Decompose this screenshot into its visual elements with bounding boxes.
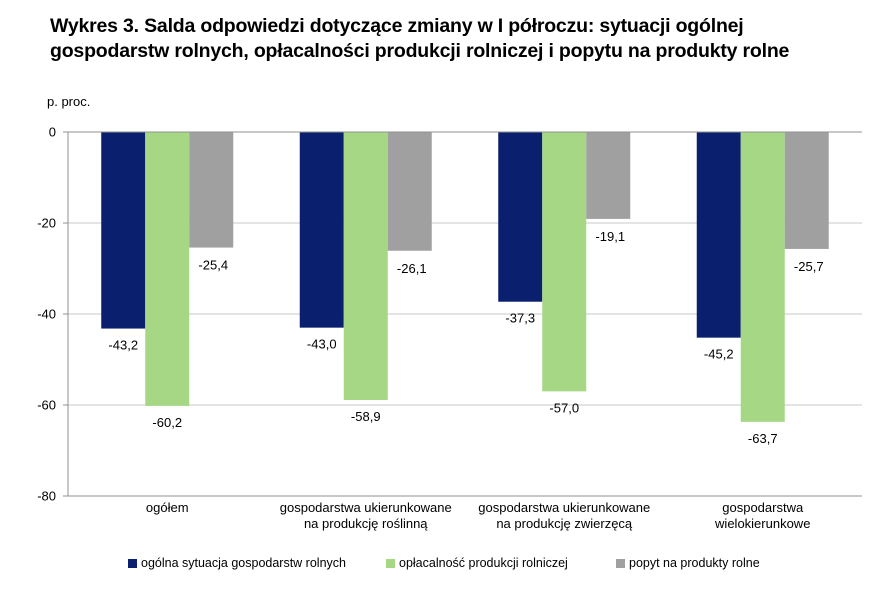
axes: [63, 131, 862, 497]
data-label: -37,3: [505, 311, 535, 326]
data-label: -57,0: [549, 400, 579, 415]
bar: [696, 132, 741, 338]
legend-entry: opłacalność produkcji rolniczej: [399, 556, 568, 570]
bar: [498, 132, 543, 302]
bar: [387, 132, 432, 251]
bar: [101, 132, 146, 329]
bar: [586, 132, 631, 219]
y-axis-ticks: 0 -20 -40 -60 -80: [37, 125, 56, 504]
data-label: -63,7: [748, 431, 778, 446]
legend-entry: popyt na produkty rolne: [629, 556, 760, 570]
data-label: -60,2: [152, 415, 182, 430]
y-tick-label: -60: [37, 398, 56, 413]
y-tick-label: -80: [37, 489, 56, 504]
legend-swatch: [616, 559, 625, 568]
data-label: -25,4: [198, 258, 228, 273]
category-label: ogółem: [146, 500, 189, 515]
legend-swatch: [128, 559, 137, 568]
bar: [542, 132, 587, 392]
bar: [784, 132, 829, 249]
chart-title: Wykres 3. Salda odpowiedzi dotyczące zmi…: [50, 15, 790, 62]
category-label: gospodarstwa ukierunkowane na produkcję z…: [478, 500, 650, 531]
legend-swatch: [386, 559, 395, 568]
y-tick-label: -40: [37, 307, 56, 322]
y-axis-label: p. proc.: [47, 94, 90, 109]
category-labels: ogółem gospodarstwa ukierunkowane na produ…: [146, 500, 811, 531]
bar: [299, 132, 344, 328]
bar: [740, 132, 785, 422]
legend-entry: ogólna sytuacja gospodarstw rolnych: [141, 556, 346, 570]
y-tick-label: -20: [37, 216, 56, 231]
y-tick-label: 0: [49, 125, 56, 140]
data-label: -26,1: [397, 261, 427, 276]
data-label: -43,2: [108, 338, 138, 353]
category-label: gospodarstwa wielokierunkowe: [714, 500, 810, 531]
bar: [343, 132, 388, 400]
data-label: -43,0: [307, 337, 337, 352]
bars: [101, 132, 829, 422]
bar: [189, 132, 234, 248]
data-labels: -43,2 -43,0 -37,3 -45,2 -60,2 -58,9 -57,0 -63,7…: [108, 229, 823, 446]
data-label: -45,2: [704, 347, 734, 362]
category-label: gospodarstwa ukierunkowane na produkcję r…: [280, 500, 452, 531]
legend: ogólna sytuacja gospodarstw rolnych opłac…: [128, 556, 760, 570]
bar: [145, 132, 190, 406]
data-label: -25,7: [794, 259, 824, 274]
data-label: -58,9: [351, 409, 381, 424]
data-label: -19,1: [595, 229, 625, 244]
